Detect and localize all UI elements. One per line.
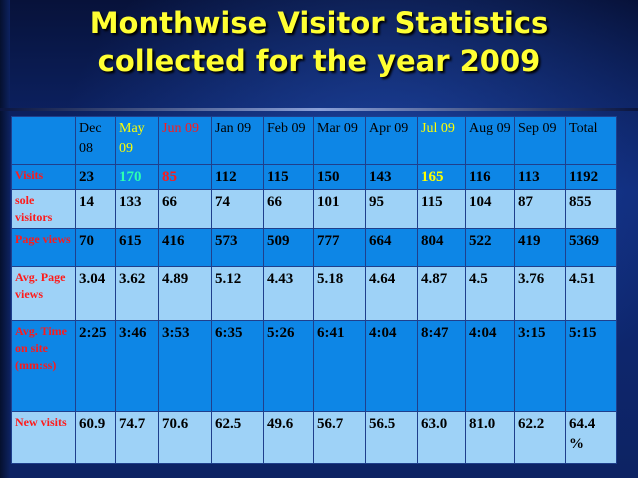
table-cell: 62.2 <box>514 411 566 464</box>
table-cell: 115 <box>417 189 466 229</box>
row-label-page-views: Page views <box>11 228 76 267</box>
table-cell: 855 <box>565 189 617 229</box>
table-cell: 150 <box>313 164 366 190</box>
table-cell: 70.6 <box>158 411 212 464</box>
table-cell: 170 <box>115 164 159 190</box>
table-cell: 4.87 <box>417 266 466 321</box>
table-cell: 70 <box>75 228 116 267</box>
table-cell: 74 <box>211 189 264 229</box>
header-cell-total: Total <box>565 116 617 165</box>
row-label-sole-visitors: sole visitors <box>11 189 76 229</box>
table-row-visits: Visits 23 170 85 112 115 150 143 165 116… <box>11 164 617 190</box>
table-cell: 6:41 <box>313 320 366 412</box>
table-cell: 66 <box>158 189 212 229</box>
table-cell: 116 <box>465 164 515 190</box>
table-cell: 4:04 <box>365 320 418 412</box>
table-cell: 416 <box>158 228 212 267</box>
table-cell: 4.5 <box>465 266 515 321</box>
table-cell: 143 <box>365 164 418 190</box>
table-cell: 3:46 <box>115 320 159 412</box>
header-cell-apr09: Apr 09 <box>365 116 418 165</box>
table-cell: 14 <box>75 189 116 229</box>
table-row-page-views: Page views 70 615 416 573 509 777 664 80… <box>11 228 617 267</box>
table-cell: 113 <box>514 164 566 190</box>
table-cell: 23 <box>75 164 116 190</box>
table-cell: 87 <box>514 189 566 229</box>
table-cell: 8:47 <box>417 320 466 412</box>
table-cell: 3.62 <box>115 266 159 321</box>
table-cell: 4.64 <box>365 266 418 321</box>
table-cell: 664 <box>365 228 418 267</box>
table-cell: 165 <box>417 164 466 190</box>
title-line-1: Monthwise Visitor Statistics <box>89 6 549 40</box>
table-cell: 66 <box>263 189 314 229</box>
header-cell-jan09: Jan 09 <box>211 116 264 165</box>
table-row-new-visits: New visits 60.9 74.7 70.6 62.5 49.6 56.7… <box>11 411 617 464</box>
slide-left-bar <box>0 0 10 478</box>
table-cell: 56.7 <box>313 411 366 464</box>
table-row-avg-page-views: Avg. Page views 3.04 3.62 4.89 5.12 4.43… <box>11 266 617 321</box>
table-cell: 62.5 <box>211 411 264 464</box>
header-cell-may09: May 09 <box>115 116 159 165</box>
table-cell: 112 <box>211 164 264 190</box>
table-cell: 2:25 <box>75 320 116 412</box>
table-cell: 5:15 <box>565 320 617 412</box>
table-cell: 101 <box>313 189 366 229</box>
row-label-visits: Visits <box>11 164 76 190</box>
title-line-2: collected for the year 2009 <box>97 44 541 78</box>
table-row-avg-time-on-site: Avg. Time on site (mm:ss) 2:25 3:46 3:53… <box>11 320 617 412</box>
row-label-avg-time-on-site: Avg. Time on site (mm:ss) <box>11 320 76 412</box>
table-cell: 60.9 <box>75 411 116 464</box>
table-cell: 4.89 <box>158 266 212 321</box>
header-cell-feb09: Feb 09 <box>263 116 314 165</box>
table-cell: 49.6 <box>263 411 314 464</box>
table-cell: 804 <box>417 228 466 267</box>
row-label-new-visits: New visits <box>11 411 76 464</box>
table-cell: 3:15 <box>514 320 566 412</box>
table-cell: 3.76 <box>514 266 566 321</box>
header-cell-mar09: Mar 09 <box>313 116 366 165</box>
table-cell: 4.43 <box>263 266 314 321</box>
table-cell: 5.18 <box>313 266 366 321</box>
table-cell: 95 <box>365 189 418 229</box>
table-cell: 56.5 <box>365 411 418 464</box>
table-cell: 6:35 <box>211 320 264 412</box>
table-cell: 63.0 <box>417 411 466 464</box>
table-cell: 5:26 <box>263 320 314 412</box>
visitor-stats-table: Dec 08 May 09 Jun 09 Jan 09 Feb 09 Mar 0… <box>11 116 617 464</box>
table-cell: 5369 <box>565 228 617 267</box>
table-cell: 81.0 <box>465 411 515 464</box>
header-cell-blank <box>11 116 76 165</box>
table-cell: 1192 <box>565 164 617 190</box>
table-cell: 3:53 <box>158 320 212 412</box>
header-cell-jun09: Jun 09 <box>158 116 212 165</box>
table-cell: 573 <box>211 228 264 267</box>
table-cell: 5.12 <box>211 266 264 321</box>
table-cell: 777 <box>313 228 366 267</box>
table-cell: 522 <box>465 228 515 267</box>
table-cell: 74.7 <box>115 411 159 464</box>
title-divider <box>0 108 638 111</box>
table-cell: 64.4 % <box>565 411 617 464</box>
table-cell: 104 <box>465 189 515 229</box>
header-cell-aug09: Aug 09 <box>465 116 515 165</box>
table-header-row: Dec 08 May 09 Jun 09 Jan 09 Feb 09 Mar 0… <box>11 116 617 165</box>
table-cell: 133 <box>115 189 159 229</box>
header-cell-dec08: Dec 08 <box>75 116 116 165</box>
header-cell-sep09: Sep 09 <box>514 116 566 165</box>
table-cell: 4:04 <box>465 320 515 412</box>
table-cell: 115 <box>263 164 314 190</box>
row-label-avg-page-views: Avg. Page views <box>11 266 76 321</box>
slide-title: Monthwise Visitor Statistics collected f… <box>20 4 618 80</box>
header-cell-jul09: Jul 09 <box>417 116 466 165</box>
table-cell: 85 <box>158 164 212 190</box>
table-cell: 4.51 <box>565 266 617 321</box>
table-cell: 419 <box>514 228 566 267</box>
table-cell: 3.04 <box>75 266 116 321</box>
table-row-sole-visitors: sole visitors 14 133 66 74 66 101 95 115… <box>11 189 617 229</box>
table-cell: 615 <box>115 228 159 267</box>
table-cell: 509 <box>263 228 314 267</box>
